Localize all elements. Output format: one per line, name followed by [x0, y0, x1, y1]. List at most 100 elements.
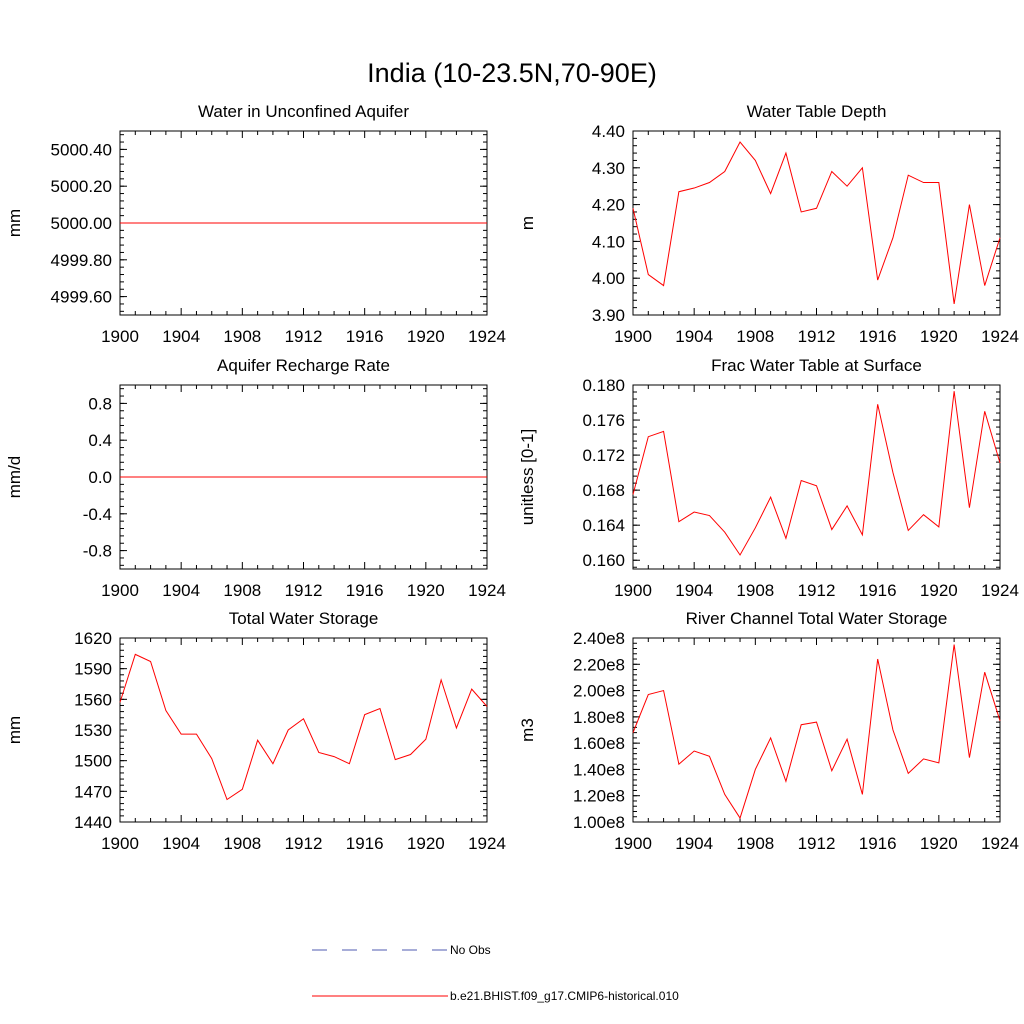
x-tick-label: 1912	[285, 834, 323, 853]
x-tick-label: 1900	[614, 327, 652, 346]
y-tick-label: 4.10	[592, 232, 625, 251]
y-axis-label: mm	[5, 716, 24, 744]
x-tick-label: 1904	[675, 327, 713, 346]
series-line	[632, 644, 1001, 820]
x-tick-label: 1908	[223, 581, 261, 600]
x-tick-label: 1904	[675, 834, 713, 853]
x-tick-label: 1904	[162, 581, 200, 600]
plot-frame	[119, 637, 488, 823]
chart-title: River Channel Total Water Storage	[686, 609, 948, 628]
y-tick-label: 1.00e8	[573, 813, 625, 832]
y-tick-label: 1.60e8	[573, 734, 625, 753]
x-tick-label: 1924	[981, 834, 1019, 853]
y-tick-label: 1.80e8	[573, 708, 625, 727]
y-tick-label: 5000.20	[51, 177, 112, 196]
chart-title: Frac Water Table at Surface	[711, 356, 922, 375]
y-tick-label: 5000.00	[51, 214, 112, 233]
chart-panel-4: Frac Water Table at Surface unitless [0-1…	[518, 356, 1019, 600]
x-tick-label: 1904	[675, 581, 713, 600]
x-tick-label: 1924	[468, 581, 506, 600]
x-tick-label: 1916	[346, 581, 384, 600]
x-tick-label: 1900	[101, 327, 139, 346]
y-tick-label: 1.20e8	[573, 787, 625, 806]
x-tick-label: 1920	[407, 581, 445, 600]
x-tick-label: 1920	[407, 834, 445, 853]
legend-label-no-obs: No Obs	[450, 943, 491, 957]
plot-frame	[632, 637, 1001, 823]
x-tick-label: 1908	[736, 834, 774, 853]
y-tick-label: 2.00e8	[573, 682, 625, 701]
chart-panel-3: Aquifer Recharge Rate mm/d 1900 1904 1908 191…	[5, 356, 506, 600]
y-tick-label: 1560	[74, 690, 112, 709]
legend: No Obs b.e21.BHIST.f09_g17.CMIP6-histori…	[312, 943, 679, 1003]
x-tick-label: 1920	[920, 834, 958, 853]
y-tick-label: 4999.80	[51, 251, 112, 270]
x-tick-label: 1916	[859, 327, 897, 346]
x-tick-label: 1908	[736, 327, 774, 346]
y-tick-label: 0.0	[88, 468, 112, 487]
y-tick-label: 3.90	[592, 306, 625, 325]
x-tick-label: 1912	[285, 581, 323, 600]
x-tick-label: 1920	[920, 327, 958, 346]
chart-panel-6: River Channel Total Water Storage m3 1900 1…	[518, 609, 1019, 853]
x-tick-label: 1912	[798, 581, 836, 600]
x-tick-label: 1904	[162, 327, 200, 346]
y-axis-label: unitless [0-1]	[518, 429, 537, 525]
y-axis-label: mm/d	[5, 456, 24, 499]
y-tick-label: 4.40	[592, 122, 625, 141]
x-tick-label: 1912	[798, 327, 836, 346]
plot-frame	[632, 130, 1001, 316]
y-tick-label: 2.20e8	[573, 655, 625, 674]
x-tick-label: 1908	[223, 834, 261, 853]
y-tick-label: 1500	[74, 752, 112, 771]
chart-panel-2: Water Table Depth m 1900 1904 1908 1912 1916 19…	[518, 102, 1019, 346]
y-tick-label: 5000.40	[51, 140, 112, 159]
series-line	[632, 391, 1001, 556]
panels: Water in Unconfined Aquifer mm 1900 1904 190…	[5, 102, 1019, 853]
chart-title: Water Table Depth	[747, 102, 887, 121]
y-tick-label: 4.20	[592, 196, 625, 215]
y-tick-label: 4.30	[592, 159, 625, 178]
y-tick-label: 1590	[74, 660, 112, 679]
y-axis-label: m3	[518, 718, 537, 742]
y-tick-label: 0.160	[582, 551, 625, 570]
y-tick-label: 1440	[74, 813, 112, 832]
chart-title: Water in Unconfined Aquifer	[198, 102, 409, 121]
x-tick-label: 1924	[981, 327, 1019, 346]
figure-title: India (10-23.5N,70-90E)	[367, 58, 657, 88]
series-line	[119, 653, 488, 801]
y-tick-label: 4.00	[592, 269, 625, 288]
x-tick-label: 1924	[468, 327, 506, 346]
y-tick-label: 1.40e8	[573, 760, 625, 779]
x-tick-label: 1904	[162, 834, 200, 853]
x-tick-label: 1920	[920, 581, 958, 600]
y-tick-label: 2.40e8	[573, 629, 625, 648]
x-tick-label: 1912	[285, 327, 323, 346]
x-tick-label: 1916	[346, 327, 384, 346]
y-tick-label: 1470	[74, 782, 112, 801]
y-tick-label: 4999.60	[51, 288, 112, 307]
x-tick-label: 1900	[614, 834, 652, 853]
y-tick-label: 0.4	[88, 431, 112, 450]
x-tick-label: 1916	[859, 834, 897, 853]
y-axis-label: mm	[5, 209, 24, 237]
chart-title: Total Water Storage	[229, 609, 379, 628]
y-tick-label: 1530	[74, 721, 112, 740]
chart-panel-5: Total Water Storage mm 1900 1904 1908 1912 191…	[5, 609, 506, 853]
y-tick-label: 0.8	[88, 394, 112, 413]
y-tick-label: -0.8	[83, 542, 112, 561]
x-tick-label: 1908	[223, 327, 261, 346]
y-tick-label: 0.180	[582, 376, 625, 395]
x-tick-label: 1920	[407, 327, 445, 346]
x-tick-label: 1912	[798, 834, 836, 853]
chart-title: Aquifer Recharge Rate	[217, 356, 390, 375]
y-tick-label: 0.172	[582, 446, 625, 465]
x-tick-label: 1900	[101, 834, 139, 853]
x-tick-label: 1900	[614, 581, 652, 600]
x-tick-label: 1900	[101, 581, 139, 600]
x-tick-label: 1924	[981, 581, 1019, 600]
chart-panel-1: Water in Unconfined Aquifer mm 1900 1904 190…	[5, 102, 506, 346]
x-tick-label: 1916	[859, 581, 897, 600]
legend-label-model: b.e21.BHIST.f09_g17.CMIP6-historical.010	[450, 989, 679, 1003]
